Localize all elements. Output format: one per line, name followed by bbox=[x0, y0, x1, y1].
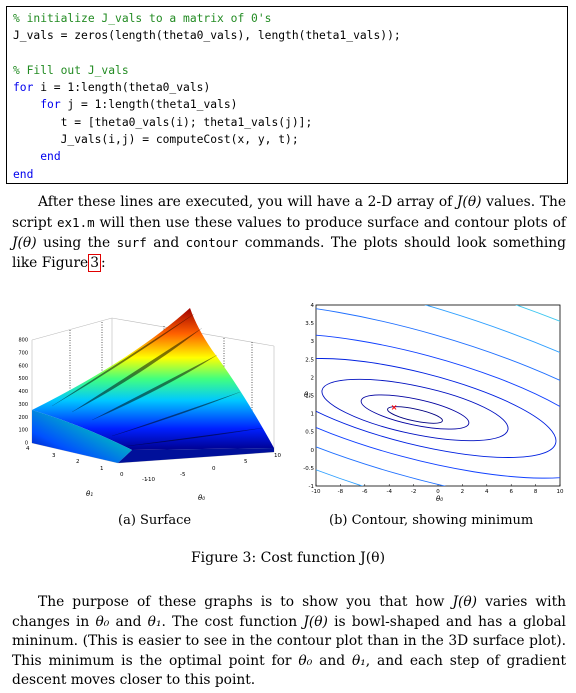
surface-y-tick: 2 bbox=[76, 459, 80, 465]
contour-y-tick: -1 bbox=[309, 484, 314, 490]
code-line: J_vals(i,j) = computeCost(x, y, t); bbox=[13, 133, 299, 147]
contour-y-tick: 2 bbox=[311, 375, 315, 381]
code-line: t = [theta0_vals(i); theta1_vals(j)]; bbox=[13, 115, 313, 129]
surface-z-tick: 400 bbox=[18, 389, 28, 395]
math-j-theta: J(θ) bbox=[452, 594, 478, 610]
caption-surface: (a) Surface bbox=[118, 513, 192, 528]
surface-x-tick: -10 bbox=[146, 477, 155, 483]
code-line: for i = 1:length(theta0_vals) bbox=[13, 81, 211, 95]
text-run: varies with changes in bbox=[12, 594, 567, 630]
contour-x-tick: -4 bbox=[386, 489, 392, 495]
text-run: : bbox=[100, 254, 106, 271]
surface-z-tick: 200 bbox=[18, 415, 28, 421]
contour-x-tick: 10 bbox=[557, 489, 564, 495]
text-run: and bbox=[153, 235, 180, 252]
text-run: and bbox=[115, 613, 142, 630]
code-line: for j = 1:length(theta1_vals) bbox=[40, 98, 238, 112]
text-run: The purpose of these graphs is to show y… bbox=[38, 594, 445, 610]
text-run: . The cost function bbox=[161, 613, 298, 630]
contour-x-tick: 4 bbox=[485, 489, 489, 495]
surface-x-tick: 5 bbox=[244, 459, 248, 465]
surface-x-tick: -5 bbox=[180, 472, 186, 478]
surface-y-tick: 0 bbox=[120, 472, 124, 478]
surface-ylabel: θ₁ bbox=[86, 490, 93, 498]
text-run: using the bbox=[43, 235, 111, 252]
paragraph-intro: After these lines are executed, you will… bbox=[12, 193, 566, 273]
contour-y-tick: -0.5 bbox=[303, 466, 314, 472]
contour-y-tick: 0 bbox=[311, 448, 315, 454]
text-run: is bowl-shaped and has a global mininum.… bbox=[12, 613, 566, 669]
contour-x-tick: 2 bbox=[461, 489, 465, 495]
text-run: , and each step of gradient descent move… bbox=[12, 652, 566, 689]
contour-x-tick: 8 bbox=[534, 489, 538, 495]
text-run: After these lines are executed, you will… bbox=[38, 194, 453, 210]
text-run: values. The script bbox=[12, 194, 566, 231]
surface-xlabel: θ₀ bbox=[198, 494, 205, 502]
surface-x-tick: 0 bbox=[212, 466, 216, 472]
contour-x-tick: -10 bbox=[312, 489, 321, 495]
code-listing: % initialize J_vals to a matrix of 0's J_… bbox=[6, 6, 568, 184]
surface-y-tick: -1 bbox=[142, 477, 147, 483]
contour-ylabel: θ₁ bbox=[304, 391, 311, 399]
math-j-theta: J(θ) bbox=[456, 194, 482, 210]
contour-y-tick: 3.5 bbox=[305, 321, 314, 327]
surface-x-tick: 10 bbox=[274, 453, 281, 459]
text-run: commands. The plots should look somethin… bbox=[12, 235, 567, 271]
contour-y-tick: 0.5 bbox=[305, 430, 314, 436]
paragraph-explanation: The purpose of these graphs is to show y… bbox=[12, 593, 566, 691]
math-theta1: θ₁ bbox=[351, 652, 366, 669]
surface-z-tick: 700 bbox=[18, 350, 28, 356]
text-run: will then use these values to produce su… bbox=[99, 214, 566, 231]
surface-y-tick: 1 bbox=[100, 466, 104, 472]
surface-z-tick: 600 bbox=[18, 363, 28, 369]
surface-z-tick: 300 bbox=[18, 402, 28, 408]
code-keyword: end bbox=[13, 167, 34, 181]
contour-y-tick: 1 bbox=[311, 412, 315, 418]
code-keyword: end bbox=[40, 150, 61, 164]
math-theta1: θ₁ bbox=[147, 613, 162, 630]
code-line: % Fill out J_vals bbox=[13, 63, 129, 77]
surface-z-tick: 500 bbox=[18, 376, 28, 382]
surface-y-tick: 4 bbox=[26, 446, 30, 452]
text-run: and bbox=[319, 652, 346, 669]
code-ex1m: ex1.m bbox=[57, 214, 95, 230]
math-theta0: θ₀ bbox=[95, 613, 110, 630]
contour-plot: -10 -8 -6 -4 -2 0 2 4 6 8 10 -1 -0.5 0 0.5 1 1.5 2 2.5 3 3.5… bbox=[303, 303, 564, 503]
surface-z-tick: 800 bbox=[18, 338, 28, 344]
surface-z-tick: 0 bbox=[25, 441, 28, 447]
code-line bbox=[13, 45, 567, 62]
code-line: end bbox=[13, 148, 567, 165]
code-keyword: for bbox=[13, 81, 34, 95]
contour-x-tick: -2 bbox=[411, 489, 416, 495]
figure-reference-link[interactable]: 3 bbox=[88, 253, 101, 272]
math-theta0: θ₀ bbox=[298, 652, 313, 669]
contour-y-tick: 3 bbox=[311, 339, 315, 345]
contour-y-tick: 2.5 bbox=[305, 357, 314, 363]
minimum-marker-stroke bbox=[391, 405, 397, 410]
contour-x-tick: 0 bbox=[436, 489, 440, 495]
code-surf: surf bbox=[116, 235, 147, 251]
minimum-marker bbox=[391, 405, 397, 410]
math-j-theta: J(θ) bbox=[303, 613, 328, 630]
code-line: J_vals = zeros(length(theta0_vals), leng… bbox=[13, 29, 401, 43]
code-line: % initialize J_vals to a matrix of 0's bbox=[13, 12, 272, 25]
surface-z-tick: 100 bbox=[18, 428, 28, 434]
contour-y-tick: 1.5 bbox=[305, 394, 314, 400]
figure-caption: Figure 3: Cost function J(θ) bbox=[190, 550, 386, 566]
contour-xlabel: θ₀ bbox=[436, 495, 443, 503]
contour-x-tick: 6 bbox=[509, 489, 513, 495]
contour-y-tick: 4 bbox=[311, 303, 315, 309]
contour-x-tick: -8 bbox=[338, 489, 344, 495]
surface-y-tick: 3 bbox=[52, 453, 56, 459]
contour-x-tick: -6 bbox=[362, 489, 368, 495]
code-keyword: for bbox=[40, 98, 61, 112]
caption-contour: (b) Contour, showing minimum bbox=[329, 513, 534, 528]
code-line: end bbox=[13, 166, 567, 183]
math-j-theta: J(θ) bbox=[12, 235, 37, 252]
code-contour: contour bbox=[185, 235, 239, 251]
